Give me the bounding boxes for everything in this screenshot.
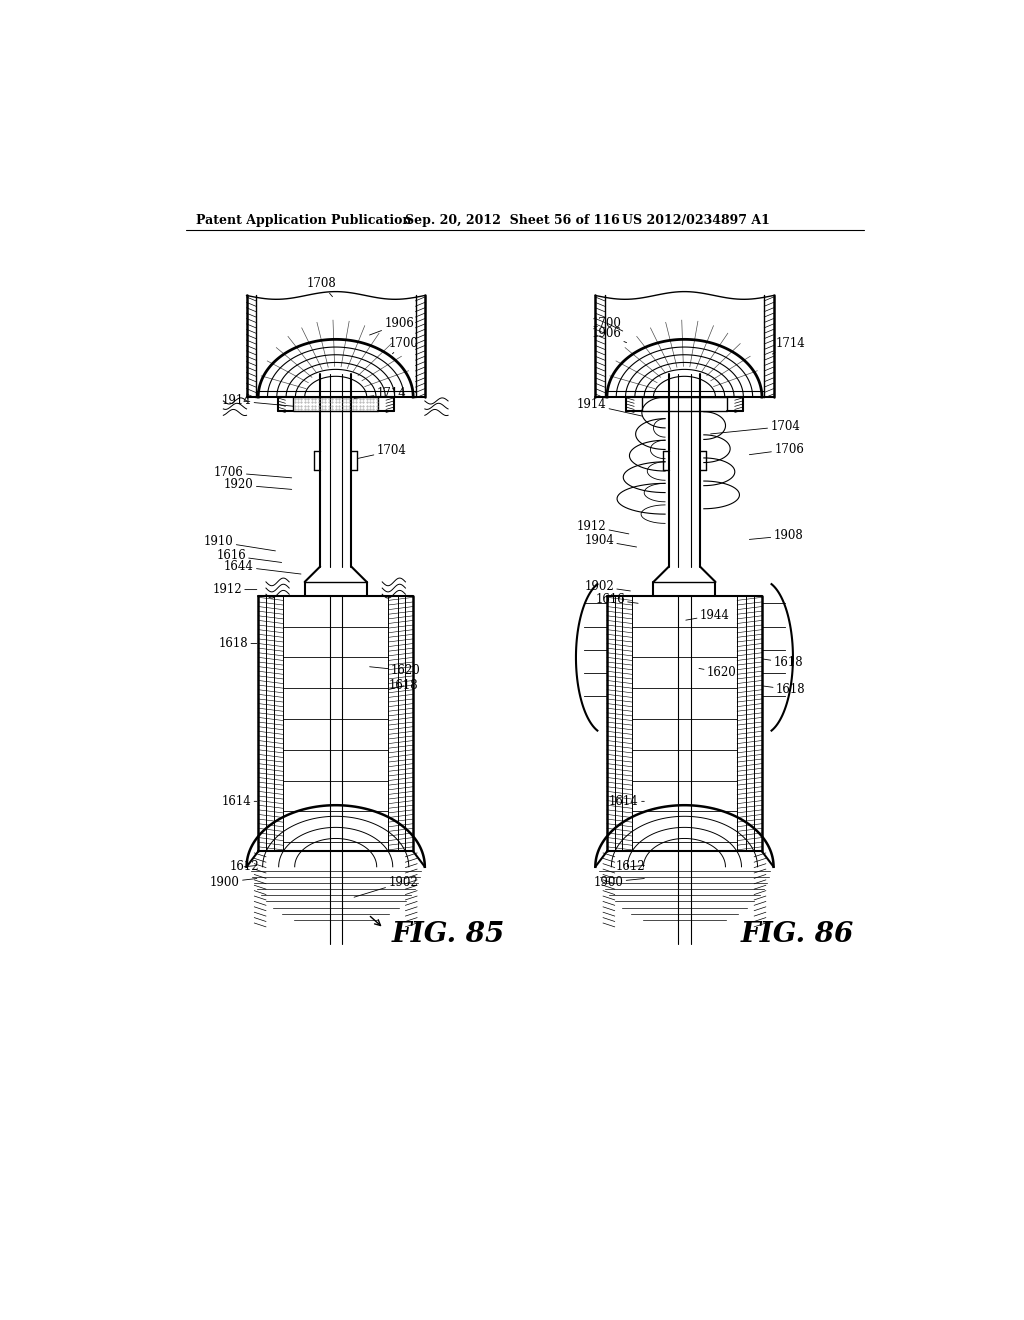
Text: 1644: 1644 [224,560,301,574]
Text: 1614: 1614 [609,795,644,808]
Text: 1708: 1708 [307,277,337,297]
Text: 1912: 1912 [577,520,629,533]
Text: 1914: 1914 [577,399,642,416]
Text: 1618: 1618 [218,638,257,649]
Text: 1704: 1704 [358,445,407,458]
Text: FIG. 86: FIG. 86 [740,921,853,948]
Text: 1620: 1620 [370,664,420,677]
Text: 1900: 1900 [210,875,257,888]
Text: 1944: 1944 [686,609,730,622]
Text: FIG. 85: FIG. 85 [391,921,505,948]
Text: 1700: 1700 [592,317,623,331]
Text: US 2012/0234897 A1: US 2012/0234897 A1 [623,214,770,227]
Text: 1904: 1904 [585,533,637,546]
Text: 1920: 1920 [224,478,292,491]
Text: 1616: 1616 [595,593,638,606]
Text: Patent Application Publication: Patent Application Publication [197,214,412,227]
Text: 1706: 1706 [214,466,292,479]
Bar [642,397,727,411]
Text: 1902: 1902 [585,579,631,593]
Text: Sep. 20, 2012  Sheet 56 of 116: Sep. 20, 2012 Sheet 56 of 116 [406,214,621,227]
Text: 1620: 1620 [699,667,736,680]
Bar [293,397,378,411]
Text: 1618: 1618 [763,656,803,669]
Text: 1616: 1616 [216,549,282,562]
Text: 1614: 1614 [221,795,257,808]
Text: 1706: 1706 [750,444,804,455]
Text: 1912: 1912 [212,583,257,597]
Text: 1704: 1704 [711,420,800,434]
Text: 1914: 1914 [221,395,293,408]
Text: 1612: 1612 [229,861,259,874]
Text: 1700: 1700 [388,337,418,354]
Text: 1906: 1906 [370,317,414,335]
Text: 1902: 1902 [354,875,418,898]
Text: 1612: 1612 [615,861,645,874]
Text: 1714: 1714 [354,387,407,400]
Text: 1618: 1618 [389,680,419,693]
Text: 1906: 1906 [591,327,627,343]
Text: 1910: 1910 [204,536,275,550]
Text: 1908: 1908 [750,529,803,543]
Text: 1714: 1714 [772,337,806,354]
Text: 1900: 1900 [594,875,644,888]
Text: 1618: 1618 [763,684,806,696]
